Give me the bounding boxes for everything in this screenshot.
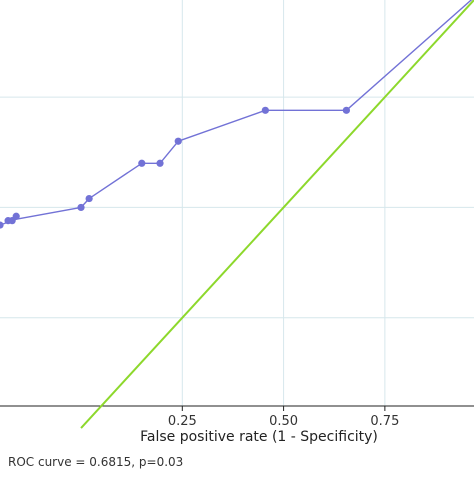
series-0-point-2 — [12, 212, 20, 220]
series-0-point-5 — [85, 194, 93, 203]
x-axis-title: False positive rate (1 - Specificity) — [140, 429, 378, 445]
axis-layer — [0, 405, 474, 411]
series-line-0 — [0, 0, 473, 226]
x-tick-label-2: 0.75 — [370, 414, 399, 429]
series-0-point-4 — [77, 203, 85, 212]
series-layer — [0, 0, 474, 429]
series-line-1 — [80, 0, 474, 429]
x-tick-label-0: 0.25 — [168, 414, 197, 429]
chart-caption: ROC curve = 0.6815, p=0.03 — [8, 455, 183, 469]
x-tick-label-1: 0.50 — [269, 414, 298, 429]
series-0-point-6 — [138, 159, 146, 167]
series-0-point-10 — [342, 106, 350, 114]
series-0-point-7 — [156, 159, 164, 167]
label-layer: False positive rate (1 - Specificity) RO… — [8, 414, 399, 469]
series-0-point-3 — [4, 217, 12, 225]
series-0-point-0 — [0, 221, 4, 229]
series-0-point-9 — [261, 106, 269, 114]
series-0-point-8 — [174, 137, 182, 145]
